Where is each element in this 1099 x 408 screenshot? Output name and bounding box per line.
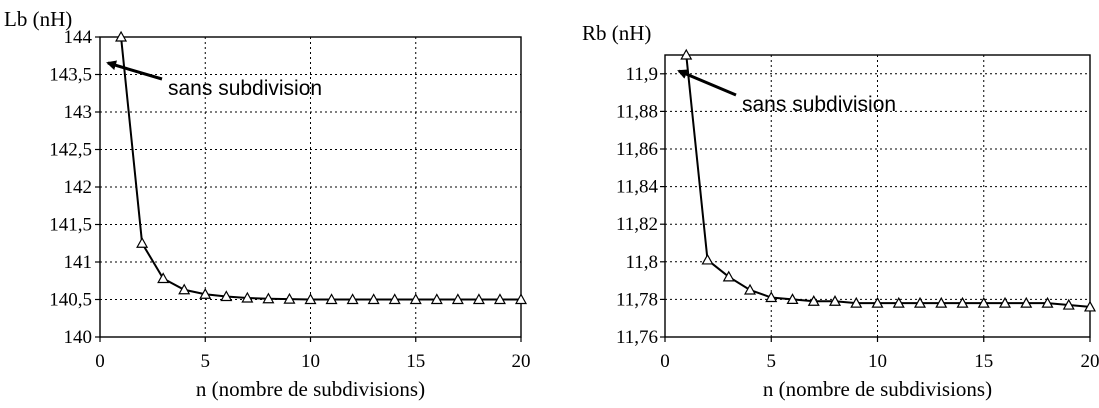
chart-0-data-point-2 (157, 272, 170, 284)
chart-0-annotation-arrow (106, 60, 163, 81)
chart-0-ytick-label-7: 143,5 (49, 65, 92, 86)
chart-0-ylabel: Lb (nH) (4, 7, 72, 31)
chart-0-data-point-11 (346, 293, 359, 305)
chart-1-data-point-7 (828, 295, 842, 306)
chart-0-data-point-5 (220, 290, 233, 302)
chart-0-xtick-label-0: 0 (95, 351, 105, 372)
chart-1-ytick-label-0: 11,76 (616, 327, 658, 348)
chart-0-data-point-15 (430, 293, 443, 305)
chart-0-xlabel: n (nombre de subdivisions) (196, 377, 425, 401)
chart-1-data-point-2 (722, 270, 735, 282)
chart-1-data-point-18 (1062, 298, 1075, 310)
chart-0-data-point-3 (178, 283, 191, 295)
chart-0-data-point-1 (136, 237, 149, 248)
chart-1-ytick-label-5: 11,86 (616, 139, 658, 160)
chart-0-data-point-4 (199, 288, 212, 299)
chart-1-data-point-19 (1083, 300, 1097, 312)
chart-1-data-point-9 (871, 296, 884, 308)
chart-1-data-point-1 (701, 253, 714, 265)
chart-left-lb: 140 140,5 141 141,5 142 142,5 143 143,5 144 0 5 10 1… (4, 7, 531, 401)
chart-0-ytick-label-5: 142,5 (49, 140, 92, 161)
chart-1-ylabel: Rb (nH) (582, 21, 651, 45)
chart-0-data-point-14 (409, 293, 422, 305)
chart-0-data-point-0 (115, 30, 128, 42)
chart-1-data-point-4 (765, 291, 778, 303)
chart-1-data-point-16 (1020, 296, 1033, 308)
chart-0-xtick-label-4: 20 (512, 351, 531, 372)
chart-1-data-point-8 (850, 296, 863, 308)
chart-0-data-point-6 (241, 291, 254, 303)
chart-0-data-point-10 (325, 293, 338, 305)
chart-0-data-point-12 (367, 293, 380, 305)
chart-1-xtick-label-3: 15 (974, 351, 993, 372)
chart-0-ytick-label-8: 144 (64, 27, 93, 48)
chart-0-data-point-19 (514, 293, 528, 305)
chart-0-xtick-label-1: 5 (201, 351, 211, 372)
chart-1-data-point-0 (680, 48, 693, 60)
chart-1-xtick-label-4: 20 (1081, 351, 1099, 372)
chart-0-ytick-label-4: 142 (64, 177, 93, 198)
chart-1-data-point-10 (892, 296, 905, 308)
chart-1-data-point-17 (1041, 296, 1054, 308)
chart-0-data-point-9 (304, 293, 317, 305)
chart-0-data-point-8 (283, 292, 296, 304)
chart-0-data-point-13 (388, 293, 401, 305)
chart-1-xtick-label-0: 0 (660, 351, 670, 372)
chart-0-ytick-label-1: 140,5 (49, 290, 92, 311)
chart-1-data-point-12 (935, 296, 948, 308)
chart-0-data-point-18 (493, 293, 506, 305)
chart-1-data-point-5 (786, 293, 799, 304)
chart-0-ytick-label-2: 141 (64, 252, 93, 273)
chart-1-ytick-label-2: 11,8 (625, 252, 658, 273)
chart-0-ytick-label-6: 143 (64, 102, 93, 123)
chart-1-data-point-14 (977, 296, 990, 308)
chart-1-annotation-text: sans subdivision (742, 93, 896, 116)
chart-0-ytick-label-3: 141,5 (49, 215, 92, 236)
chart-0-data-point-17 (472, 293, 485, 305)
chart-1-ytick-label-4: 11,84 (616, 177, 659, 198)
chart-1-ytick-label-6: 11,88 (616, 101, 658, 122)
chart-1-xlabel: n (nombre de subdivisions) (763, 377, 992, 401)
chart-0-xtick-label-3: 15 (406, 351, 425, 372)
chart-1-ytick-label-1: 11,78 (616, 289, 658, 310)
chart-right-rb: 11,76 11,78 11,8 11,82 11,84 11,86 11,88 11,9 0 5… (582, 21, 1099, 401)
chart-1-ytick-label-3: 11,82 (616, 214, 658, 235)
chart-1-xtick-label-2: 10 (868, 351, 887, 372)
chart-0-xtick-label-2: 10 (301, 351, 320, 372)
chart-1-xtick-label-1: 5 (767, 351, 777, 372)
chart-0-data-point-16 (451, 293, 464, 305)
chart-0-annotation-text: sans subdivision (168, 77, 322, 100)
chart-1-annotation-arrow (677, 69, 737, 97)
chart-1-data-point-13 (956, 296, 969, 308)
chart-1-data-point-11 (913, 296, 927, 308)
chart-0-data-point-7 (262, 292, 275, 304)
chart-1-data-point-3 (743, 283, 757, 295)
chart-1-ytick-label-7: 11,9 (625, 64, 658, 85)
chart-0-ytick-label-0: 140 (64, 327, 93, 348)
chart-1-data-point-6 (807, 295, 820, 306)
chart-1-data-point-15 (998, 296, 1012, 308)
